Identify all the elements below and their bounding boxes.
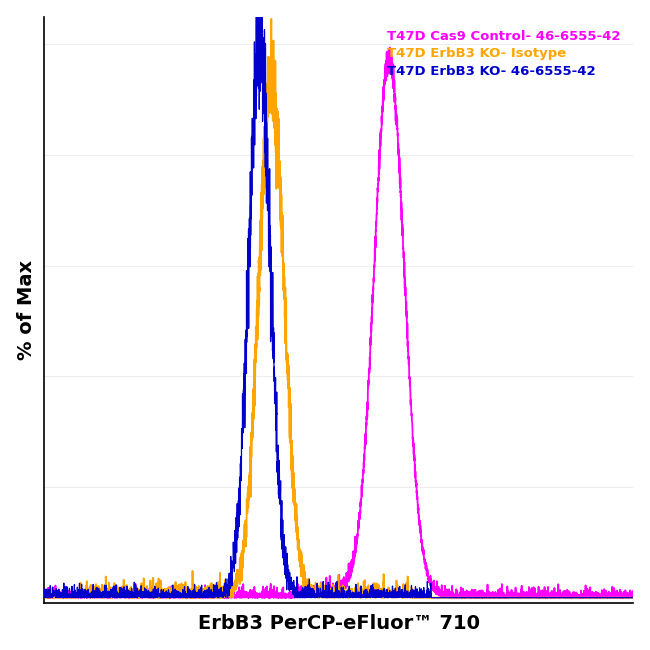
Legend: T47D Cas9 Control- 46-6555-42, T47D ErbB3 KO- Isotype, T47D ErbB3 KO- 46-6555-42: T47D Cas9 Control- 46-6555-42, T47D ErbB… [380,23,627,84]
Y-axis label: % of Max: % of Max [17,260,36,360]
X-axis label: ErbB3 PerCP-eFluor™ 710: ErbB3 PerCP-eFluor™ 710 [198,614,480,633]
